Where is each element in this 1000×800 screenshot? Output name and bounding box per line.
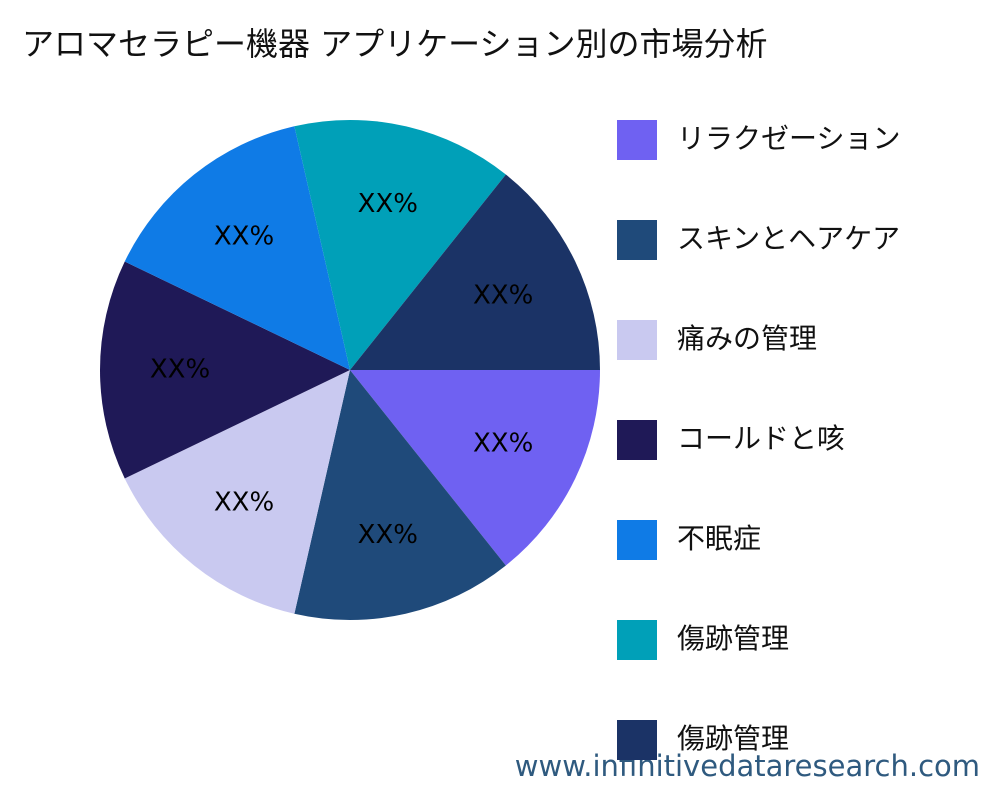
value-label: XX% xyxy=(214,222,274,252)
pie-slice xyxy=(350,174,600,370)
legend-label: リラクゼーション xyxy=(677,122,900,155)
legend-label: 傷跡管理 xyxy=(677,722,789,755)
value-label: XX% xyxy=(214,487,274,517)
value-label: XX% xyxy=(473,428,533,458)
legend-swatch xyxy=(617,220,657,260)
pie-slice xyxy=(124,126,350,370)
legend-swatch xyxy=(617,720,657,760)
legend-swatch xyxy=(617,120,657,160)
watermark: www.infinitivedataresearch.com xyxy=(515,749,980,783)
value-label: XX% xyxy=(358,520,418,550)
pie-slice xyxy=(294,370,506,621)
value-label: XX% xyxy=(473,281,533,311)
legend-swatch xyxy=(617,320,657,360)
chart-title: アロマセラピー機器 アプリケーション別の市場分析 xyxy=(22,25,768,63)
legend-label: 不眠症 xyxy=(677,522,761,555)
legend-label: 痛みの管理 xyxy=(677,322,817,355)
pie-slice xyxy=(99,261,350,479)
pie-slice xyxy=(350,370,600,566)
legend-swatch xyxy=(617,520,657,560)
legend-label: スキンとヘアケア xyxy=(677,222,900,255)
legend-label: 傷跡管理 xyxy=(677,622,789,655)
pie-slice xyxy=(124,370,350,614)
pie-slice xyxy=(294,119,506,370)
value-label: XX% xyxy=(358,189,418,219)
legend-label: コールドと咳 xyxy=(677,422,845,455)
legend-swatch xyxy=(617,620,657,660)
value-label: XX% xyxy=(150,355,210,385)
legend-swatch xyxy=(617,420,657,460)
